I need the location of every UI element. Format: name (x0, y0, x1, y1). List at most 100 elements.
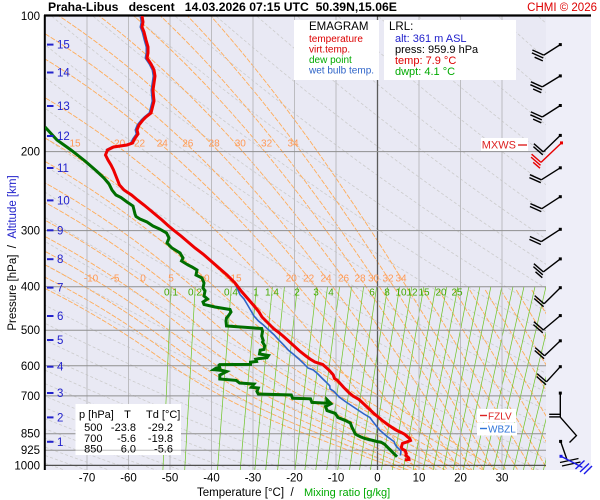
svg-text:100: 100 (21, 11, 40, 23)
svg-text:15: 15 (418, 288, 430, 299)
svg-text:WBZL: WBZL (488, 425, 516, 436)
svg-text:13: 13 (57, 101, 70, 113)
svg-text:EMAGRAM: EMAGRAM (309, 21, 368, 33)
svg-text:6: 6 (369, 288, 375, 299)
svg-text:24: 24 (320, 274, 332, 285)
svg-text:4: 4 (57, 362, 64, 374)
svg-text:32: 32 (382, 274, 394, 285)
svg-text:Pressure [hPa] / Altitude [k: Pressure [hPa] / Altitude [km] (7, 175, 19, 330)
svg-text:5: 5 (168, 274, 174, 285)
svg-text:press: 959.9 hPa: press: 959.9 hPa (395, 44, 479, 56)
svg-text:Mixing ratio [g/kg]: Mixing ratio [g/kg] (304, 487, 390, 499)
svg-text:p [hPa]: p [hPa] (79, 409, 114, 421)
svg-text:-23.8: -23.8 (111, 422, 136, 434)
svg-text:alt: 361 m ASL: alt: 361 m ASL (395, 33, 467, 45)
svg-text:wet bulb temp.: wet bulb temp. (308, 66, 374, 77)
svg-text:32: 32 (261, 139, 273, 150)
svg-text:-60: -60 (120, 473, 137, 485)
svg-text:850: 850 (84, 444, 102, 456)
svg-text:3: 3 (313, 288, 319, 299)
svg-text:22: 22 (303, 274, 315, 285)
svg-text:-30: -30 (245, 473, 262, 485)
svg-text:-50: -50 (162, 473, 179, 485)
svg-text:600: 600 (21, 361, 40, 373)
svg-text:34: 34 (287, 139, 299, 150)
svg-text:7: 7 (57, 283, 63, 295)
svg-text:12: 12 (57, 131, 70, 143)
svg-text:26: 26 (182, 139, 194, 150)
svg-text:-70: -70 (79, 473, 96, 485)
svg-text:0.2: 0.2 (188, 288, 202, 299)
svg-text:-5: -5 (111, 274, 120, 285)
svg-text:700: 700 (21, 391, 40, 403)
svg-text:0.1: 0.1 (164, 288, 178, 299)
svg-text:15: 15 (57, 40, 70, 52)
svg-text:1: 1 (57, 437, 63, 449)
svg-text:300: 300 (21, 226, 40, 238)
svg-text:700: 700 (84, 433, 102, 445)
svg-text:-5.6: -5.6 (117, 433, 136, 445)
svg-text:24: 24 (157, 139, 169, 150)
svg-text:-19.8: -19.8 (148, 433, 173, 445)
svg-text:0.4: 0.4 (224, 288, 238, 299)
svg-text:14: 14 (57, 68, 70, 80)
svg-text:10: 10 (413, 473, 426, 485)
svg-text:-10: -10 (84, 274, 99, 285)
svg-text:28: 28 (209, 139, 221, 150)
svg-text:FZLV: FZLV (488, 412, 512, 423)
svg-text:1: 1 (253, 288, 259, 299)
svg-text:10: 10 (57, 195, 70, 207)
svg-text:5: 5 (57, 335, 63, 347)
svg-text:LRL:: LRL: (389, 21, 413, 33)
svg-text:1000: 1000 (14, 460, 40, 472)
svg-text:-10: -10 (328, 473, 345, 485)
svg-text:T: T (124, 409, 131, 421)
svg-text:22: 22 (134, 139, 146, 150)
svg-text:850: 850 (21, 429, 40, 441)
svg-text:500: 500 (21, 325, 40, 337)
svg-text:-5.6: -5.6 (154, 444, 173, 456)
svg-text:20: 20 (286, 274, 298, 285)
svg-text:10: 10 (198, 274, 210, 285)
svg-text:temperature: temperature (309, 34, 363, 45)
svg-text:-40: -40 (203, 473, 220, 485)
svg-text:8: 8 (57, 254, 63, 266)
svg-text:20: 20 (114, 139, 126, 150)
svg-text:6: 6 (57, 311, 63, 323)
svg-text:dew point: dew point (309, 55, 352, 66)
svg-text:Td [°C]: Td [°C] (146, 409, 180, 421)
svg-text:30: 30 (496, 473, 509, 485)
svg-text:20: 20 (435, 288, 447, 299)
svg-text:925: 925 (21, 445, 40, 457)
svg-text:4: 4 (328, 288, 334, 299)
svg-text:400: 400 (21, 282, 40, 294)
svg-text:1.4: 1.4 (265, 288, 279, 299)
svg-text:Praha-Libus descent 14.03.: Praha-Libus descent 14.03.2026 07:15 UTC… (48, 0, 397, 14)
svg-text:12: 12 (406, 288, 418, 299)
svg-text:CHMI © 2026: CHMI © 2026 (527, 2, 597, 14)
svg-text:9: 9 (57, 225, 63, 237)
svg-text:25: 25 (451, 288, 463, 299)
svg-text:200: 200 (21, 147, 40, 159)
svg-text:temp: 7.9 °C: temp: 7.9 °C (395, 55, 456, 67)
svg-text:-20: -20 (286, 473, 303, 485)
svg-text:15: 15 (69, 139, 81, 150)
svg-text:0: 0 (374, 473, 380, 485)
svg-text:30: 30 (368, 274, 380, 285)
svg-text:MXWS: MXWS (482, 140, 516, 152)
svg-text:-29.2: -29.2 (148, 422, 173, 434)
svg-text:6.0: 6.0 (121, 444, 136, 456)
svg-text:500: 500 (84, 422, 102, 434)
svg-text:20: 20 (454, 473, 467, 485)
svg-text:2: 2 (294, 288, 300, 299)
svg-text:2: 2 (57, 412, 63, 424)
svg-text:28: 28 (354, 274, 366, 285)
svg-text:8: 8 (384, 288, 390, 299)
svg-text:0: 0 (140, 274, 146, 285)
svg-text:26: 26 (338, 274, 350, 285)
svg-text:30: 30 (235, 139, 247, 150)
svg-text:15: 15 (230, 274, 242, 285)
svg-text:3: 3 (57, 388, 63, 400)
svg-text:34: 34 (395, 274, 407, 285)
svg-text:Temperature [°C] /: Temperature [°C] / (197, 487, 294, 499)
